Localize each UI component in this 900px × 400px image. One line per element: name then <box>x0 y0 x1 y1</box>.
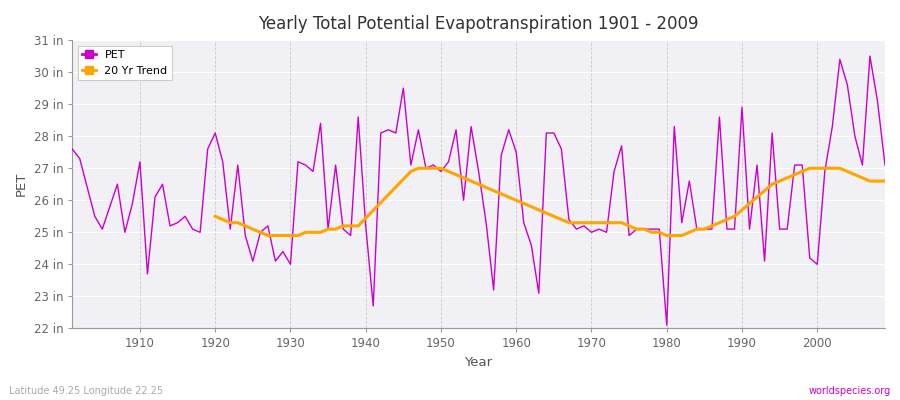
Text: worldspecies.org: worldspecies.org <box>809 386 891 396</box>
Text: Latitude 49.25 Longitude 22.25: Latitude 49.25 Longitude 22.25 <box>9 386 163 396</box>
X-axis label: Year: Year <box>464 356 492 369</box>
Y-axis label: PET: PET <box>15 172 28 196</box>
Legend: PET, 20 Yr Trend: PET, 20 Yr Trend <box>77 46 172 80</box>
Title: Yearly Total Potential Evapotranspiration 1901 - 2009: Yearly Total Potential Evapotranspiratio… <box>258 15 699 33</box>
